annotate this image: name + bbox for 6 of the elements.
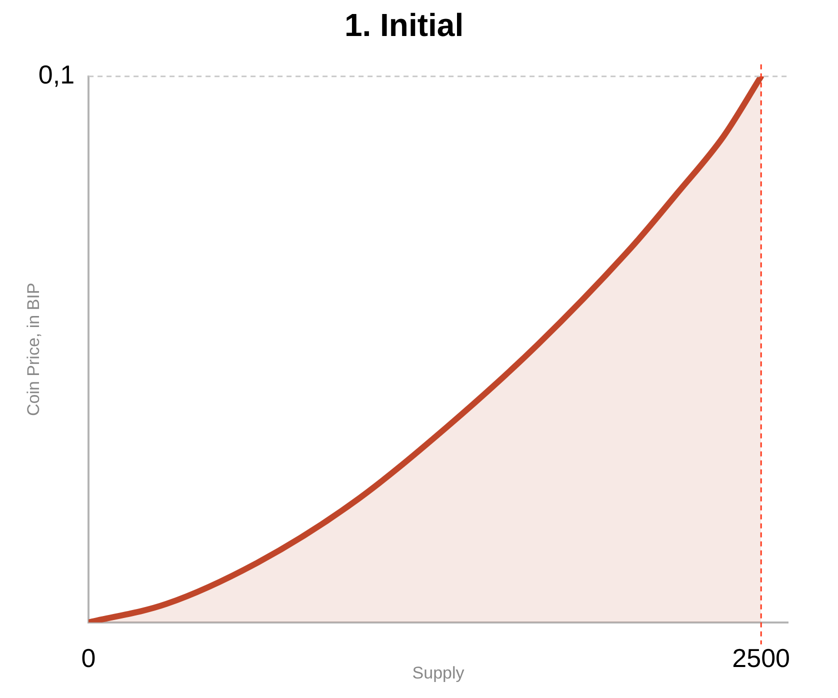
x-tick-label: 0 [81,643,96,674]
x-tick-label: 2500 [732,643,790,674]
y-axis-title: Coin Price, in BIP [24,282,43,416]
x-axis-title: Supply [412,663,465,682]
chart-title: 1. Initial [344,7,464,44]
y-tick-label: 0,1 [38,60,75,90]
